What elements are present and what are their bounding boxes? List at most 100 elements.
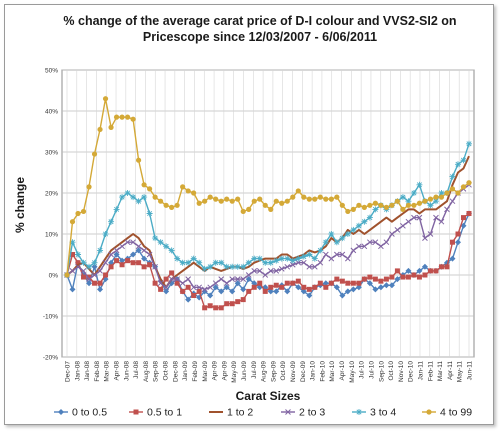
data-point [102,259,109,266]
legend-entry: 0 to 0.5 [54,407,107,419]
data-point [333,284,340,291]
data-point [312,284,318,290]
x-tick-label: Nov-09 [290,361,297,382]
x-tick-label: Jan-11 [417,361,424,381]
data-point [383,204,389,210]
data-point [119,257,126,264]
plot-border [61,69,475,358]
data-point [169,204,175,210]
data-point [163,288,170,295]
y-axis-title: % change [13,177,27,233]
data-point [223,280,230,287]
data-point [141,182,147,188]
data-point [345,208,351,215]
data-point [284,280,290,286]
data-point [113,206,120,213]
data-point [427,202,434,209]
data-point [328,196,334,202]
data-point [256,255,263,262]
data-point [185,296,192,303]
data-point [229,263,236,270]
data-point [202,305,208,311]
data-point [69,286,76,293]
x-tick-label: Apr-09 [212,361,219,381]
data-point [328,231,335,237]
data-point [196,284,203,291]
data-point [108,251,114,258]
data-point [279,200,285,206]
data-point [449,186,456,192]
series-layer [64,96,472,311]
data-point [69,219,76,225]
data-point [212,280,219,287]
data-point [124,239,131,246]
data-point [180,184,186,190]
x-tick-label: Oct-09 [280,361,287,381]
data-point [328,255,335,262]
data-point [284,263,291,270]
data-point [285,409,291,415]
x-tick-label: Apr-09 [221,361,228,381]
data-point [389,274,395,280]
legend-entry: 3 to 4 [352,407,396,419]
data-point [251,280,258,287]
data-point [333,251,340,258]
data-point [273,198,279,204]
data-point [350,280,356,286]
data-point [405,218,412,225]
data-point [234,276,241,282]
data-point [300,253,307,260]
data-point [229,198,235,204]
data-point [218,198,224,204]
data-point [201,286,208,293]
data-point [295,255,302,262]
data-point [257,196,263,202]
data-point [460,184,467,190]
y-tick-label: -20% [43,354,58,361]
data-point [411,214,417,221]
data-point [146,251,153,258]
data-point [356,409,362,415]
x-tick-label: Jul-09 [251,361,258,379]
data-point [466,180,472,186]
data-point [169,270,175,276]
data-point [284,255,291,262]
data-point [69,239,76,246]
legend-label: 3 to 4 [370,407,396,419]
data-point [268,206,274,212]
data-point [460,215,466,221]
data-point [372,276,378,282]
data-point [405,198,412,205]
data-point [416,214,423,221]
chart-title: % change of the average carat price of D… [45,13,475,45]
x-tick-label: Nov-10 [398,361,405,382]
data-point [411,202,417,208]
x-tick-label: Sep-08 [153,361,160,382]
data-point [91,263,98,270]
data-point [75,251,82,258]
data-point [141,264,147,270]
data-point [201,288,208,295]
data-point [301,194,307,200]
data-point [141,255,148,262]
data-point [91,151,98,157]
data-point [289,257,296,264]
legend-entry: 4 to 99 [422,407,472,419]
data-point [383,276,389,282]
data-point [75,210,81,217]
data-point [377,284,384,291]
data-point [196,288,202,294]
data-point [267,288,274,295]
data-point [444,206,450,213]
data-point [438,194,445,200]
data-point [262,202,268,208]
x-tick-label: Jul-10 [368,361,375,379]
x-tick-label: Dec-07 [65,361,72,382]
data-point [212,284,219,291]
data-point [460,222,467,229]
y-tick-label: 30% [45,149,58,156]
data-point [273,268,280,274]
data-point [108,124,114,130]
data-point [245,272,252,278]
